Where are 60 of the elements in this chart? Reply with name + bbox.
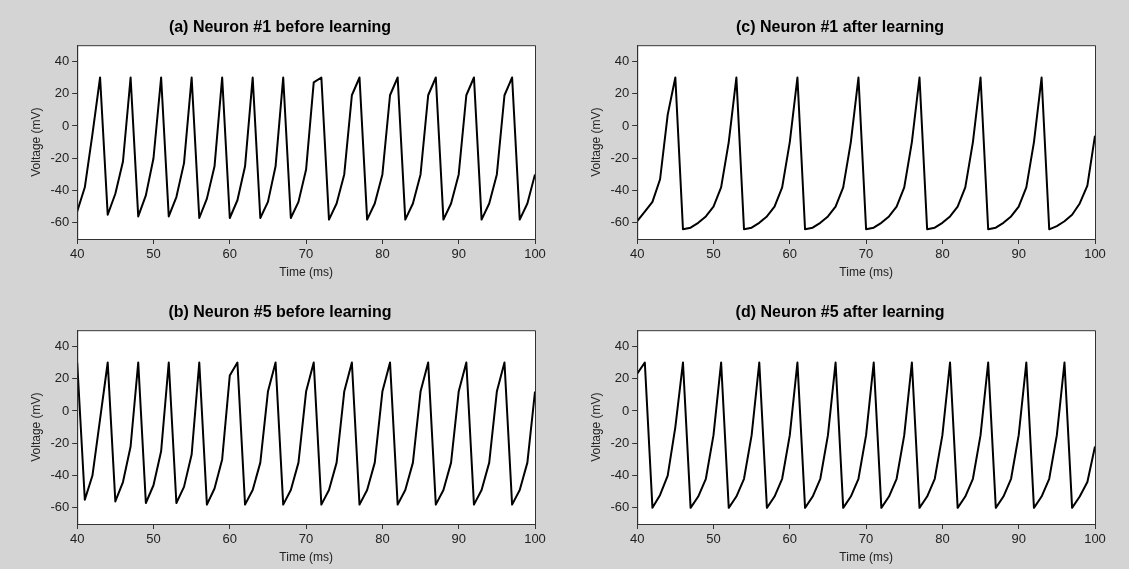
y-tick-label: -40 bbox=[50, 182, 70, 198]
x-tick-label: 80 bbox=[935, 246, 950, 262]
x-tick-label: 100 bbox=[1084, 531, 1106, 547]
y-tick-label: 0 bbox=[61, 402, 70, 418]
x-tick-label: 70 bbox=[858, 531, 874, 547]
chart-title: (d) Neuron #5 after learning bbox=[735, 303, 945, 321]
x-tick-label: 50 bbox=[706, 531, 721, 547]
x-axis-title: Time (ms) bbox=[279, 550, 333, 565]
x-tick-label: 80 bbox=[375, 246, 390, 262]
y-tick-label: 40 bbox=[54, 52, 70, 68]
y-tick-label: 0 bbox=[61, 117, 70, 133]
y-tick-label: 40 bbox=[54, 337, 70, 353]
y-tick-label: 20 bbox=[54, 85, 70, 101]
y-axis-title: Voltage (mV) bbox=[28, 107, 43, 177]
x-axis-title: Time (ms) bbox=[839, 550, 893, 565]
x-tick-label: 70 bbox=[298, 246, 314, 262]
y-axis-title: Voltage (mV) bbox=[588, 107, 603, 177]
x-tick-label: 60 bbox=[782, 531, 798, 547]
y-tick-label: 20 bbox=[614, 370, 630, 386]
y-tick-label: 0 bbox=[621, 402, 630, 418]
chart-title: (c) Neuron #1 after learning bbox=[735, 18, 945, 36]
y-tick-label: -40 bbox=[610, 182, 630, 198]
x-tick-label: 80 bbox=[375, 531, 390, 547]
x-axis-title: Time (ms) bbox=[279, 265, 333, 280]
y-tick-label: -60 bbox=[610, 214, 630, 230]
chart-title: (b) Neuron #5 before learning bbox=[168, 303, 392, 321]
x-tick-label: 60 bbox=[222, 531, 238, 547]
y-tick-label: -20 bbox=[50, 434, 70, 450]
x-tick-label: 70 bbox=[858, 246, 874, 262]
y-tick-label: -40 bbox=[50, 467, 70, 483]
y-tick-label: 20 bbox=[614, 85, 630, 101]
y-tick-label: -20 bbox=[610, 149, 630, 165]
x-tick-label: 90 bbox=[1011, 531, 1026, 547]
y-axis-title: Voltage (mV) bbox=[588, 392, 603, 462]
y-tick-label: -20 bbox=[50, 149, 70, 165]
x-tick-label: 100 bbox=[1084, 246, 1106, 262]
x-tick-label: 100 bbox=[524, 246, 546, 262]
y-tick-label: -20 bbox=[610, 434, 630, 450]
x-tick-label: 50 bbox=[146, 531, 161, 547]
x-tick-label: 60 bbox=[222, 246, 238, 262]
x-tick-label: 60 bbox=[782, 246, 798, 262]
y-tick-label: -60 bbox=[50, 499, 70, 515]
x-tick-label: 80 bbox=[935, 531, 950, 547]
x-tick-label: 90 bbox=[1011, 246, 1026, 262]
y-tick-label: 20 bbox=[54, 370, 70, 386]
chart-title: (a) Neuron #1 before learning bbox=[168, 18, 392, 36]
y-tick-label: 40 bbox=[614, 337, 630, 353]
y-axis-title: Voltage (mV) bbox=[28, 392, 43, 462]
y-tick-label: 0 bbox=[621, 117, 630, 133]
y-tick-label: -60 bbox=[610, 499, 630, 515]
x-tick-label: 90 bbox=[451, 246, 466, 262]
x-tick-label: 50 bbox=[146, 246, 161, 262]
y-tick-label: -40 bbox=[610, 467, 630, 483]
x-axis-title: Time (ms) bbox=[839, 265, 893, 280]
y-tick-label: -60 bbox=[50, 214, 70, 230]
x-tick-label: 70 bbox=[298, 531, 314, 547]
x-tick-label: 50 bbox=[706, 246, 721, 262]
y-tick-label: 40 bbox=[614, 52, 630, 68]
x-tick-label: 90 bbox=[451, 531, 466, 547]
x-tick-label: 100 bbox=[524, 531, 546, 547]
